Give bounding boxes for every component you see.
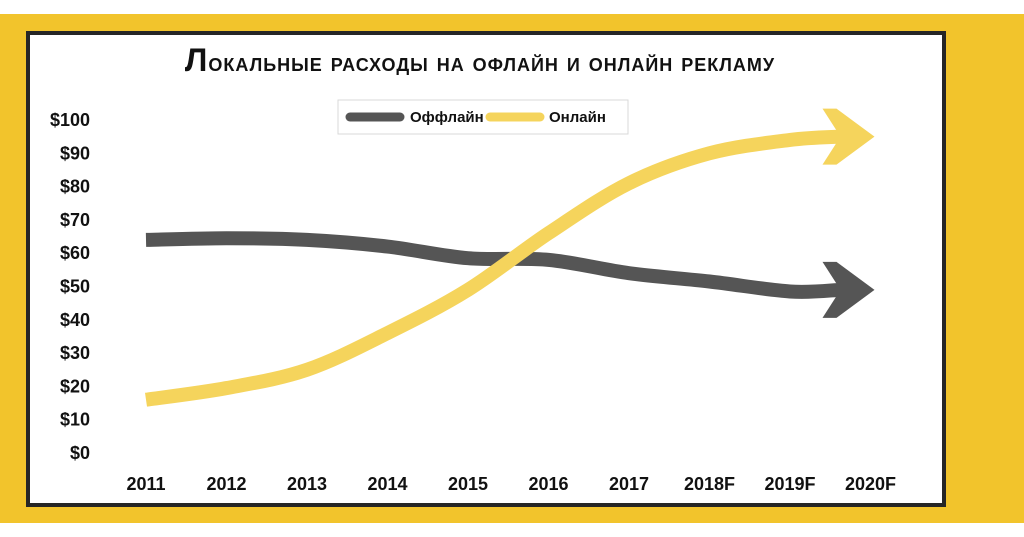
series-line-online <box>144 129 841 407</box>
legend-label-offline: Оффлайн <box>410 109 484 126</box>
y-tick-label: $100 <box>50 110 90 130</box>
y-tick-label: $0 <box>70 443 90 463</box>
data-point-online <box>225 386 229 390</box>
data-point-online <box>869 135 873 139</box>
data-point-online <box>708 151 712 155</box>
y-tick-label: $60 <box>60 243 90 263</box>
data-point-offline <box>869 288 873 292</box>
data-point-offline <box>466 256 470 260</box>
y-tick-label: $20 <box>60 376 90 396</box>
chart-title: Локальные расходы на офлайн и онлайн рек… <box>184 42 776 78</box>
legend: Оффлайн Онлайн <box>337 99 629 135</box>
y-tick-label: $90 <box>60 143 90 163</box>
x-tick-label: 2013 <box>287 474 327 494</box>
x-axis: 2011 2012 2013 2014 2015 2016 2017 2018F 2019F 20… <box>126 474 896 494</box>
x-tick-label: 2015 <box>448 474 488 494</box>
series-arrowhead-offline <box>822 261 875 318</box>
data-point-online <box>386 331 390 335</box>
data-point-offline <box>225 236 229 240</box>
x-tick-label: 2019F <box>764 474 815 494</box>
legend-label-online: Онлайн <box>549 109 606 126</box>
series-arrowhead-online <box>822 108 875 165</box>
y-tick-label: $10 <box>60 410 90 430</box>
y-axis: $0 $10 $20 $30 $40 $50 $60 $70 $80 $90 $100 <box>50 110 90 463</box>
y-tick-label: $40 <box>60 310 90 330</box>
data-point-online <box>547 231 551 235</box>
y-tick-label: $70 <box>60 210 90 230</box>
x-tick-label: 2018F <box>684 474 735 494</box>
x-tick-label: 2016 <box>528 474 568 494</box>
data-point-offline <box>547 258 551 262</box>
x-tick-label: 2017 <box>609 474 649 494</box>
data-point-online <box>466 288 470 292</box>
y-tick-label: $50 <box>60 277 90 297</box>
data-point-online <box>305 368 309 372</box>
x-tick-label: 2011 <box>126 474 165 494</box>
x-tick-label: 2020F <box>845 474 896 494</box>
data-point-offline <box>708 280 712 284</box>
data-point-online <box>788 138 792 142</box>
x-tick-label: 2014 <box>367 474 407 494</box>
data-point-offline <box>305 238 309 242</box>
data-point-offline <box>627 271 631 275</box>
y-tick-label: $80 <box>60 177 90 197</box>
data-point-online <box>627 181 631 185</box>
data-point-online <box>144 398 148 402</box>
y-tick-label: $30 <box>60 343 90 363</box>
series-layer <box>144 108 875 407</box>
data-point-offline <box>144 238 148 242</box>
x-tick-label: 2012 <box>206 474 246 494</box>
data-point-offline <box>386 245 390 249</box>
data-point-offline <box>788 289 792 293</box>
